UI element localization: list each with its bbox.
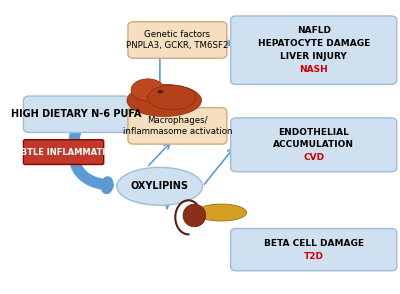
- Text: SUBTLE INFLAMMATION: SUBTLE INFLAMMATION: [8, 148, 119, 157]
- Text: CVD: CVD: [303, 153, 324, 162]
- Text: HIGH DIETARY N-6 PUFA: HIGH DIETARY N-6 PUFA: [12, 109, 142, 119]
- Text: OXYLIPINS: OXYLIPINS: [131, 181, 189, 191]
- Text: PNPLA3, GCKR, TM6SF2: PNPLA3, GCKR, TM6SF2: [126, 41, 229, 50]
- Text: NAFLD: NAFLD: [297, 26, 331, 35]
- FancyBboxPatch shape: [24, 140, 104, 164]
- Text: T2D: T2D: [304, 252, 324, 261]
- Ellipse shape: [148, 85, 196, 110]
- FancyBboxPatch shape: [231, 228, 397, 271]
- Ellipse shape: [127, 84, 202, 116]
- FancyBboxPatch shape: [128, 22, 227, 58]
- Ellipse shape: [131, 79, 165, 101]
- Text: Macrophages/: Macrophages/: [147, 116, 208, 125]
- FancyBboxPatch shape: [24, 96, 130, 132]
- Text: inflammasome activation: inflammasome activation: [123, 126, 232, 136]
- Ellipse shape: [196, 204, 247, 221]
- Ellipse shape: [158, 90, 164, 93]
- Ellipse shape: [117, 167, 203, 205]
- Text: BETA CELL DAMAGE: BETA CELL DAMAGE: [264, 238, 364, 248]
- FancyBboxPatch shape: [231, 118, 397, 172]
- Text: HEPATOCYTE DAMAGE: HEPATOCYTE DAMAGE: [258, 39, 370, 48]
- Text: ACCUMULATION: ACCUMULATION: [273, 140, 354, 149]
- Text: Genetic factors: Genetic factors: [144, 30, 210, 39]
- Text: NASH: NASH: [299, 66, 328, 74]
- Ellipse shape: [183, 204, 206, 227]
- Text: ENDOTHELIAL: ENDOTHELIAL: [278, 128, 349, 137]
- Text: LIVER INJURY: LIVER INJURY: [280, 52, 347, 61]
- FancyBboxPatch shape: [231, 16, 397, 84]
- FancyBboxPatch shape: [128, 108, 227, 144]
